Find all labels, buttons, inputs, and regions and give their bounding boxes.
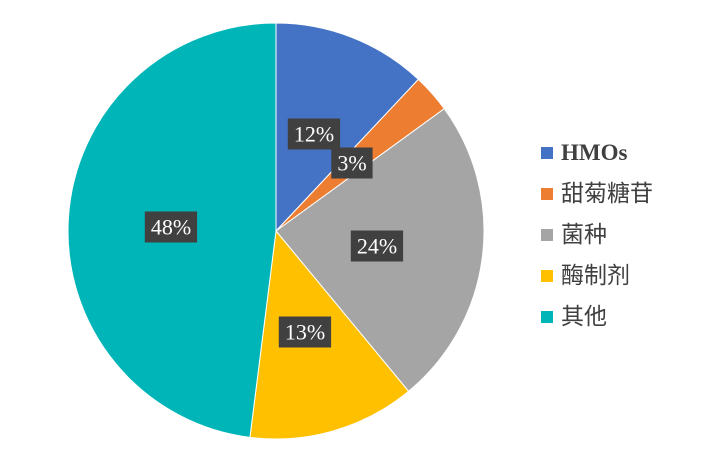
legend-label-probiotic-strains: 菌种: [561, 222, 607, 247]
legend-swatch-probiotic-strains: [541, 228, 553, 241]
data-label-enzymes-box: [278, 316, 332, 348]
data-label-stevioside-box: [331, 147, 373, 179]
data-label-enzymes-text: 13%: [285, 320, 325, 345]
slice-hmos: [275, 22, 420, 233]
data-label-probiotic-strains: 24%: [350, 230, 404, 262]
legend-item-probiotic-strains: 菌种: [541, 214, 691, 255]
data-label-hmos-text: 12%: [294, 122, 334, 147]
legend-label-others: 其他: [561, 304, 607, 329]
pie-slices: [67, 22, 485, 440]
data-label-enzymes: 13%: [278, 316, 332, 348]
legend-label-hmos: HMOs: [561, 140, 628, 165]
data-label-stevioside-text: 3%: [337, 151, 366, 176]
data-label-others-box: [144, 211, 198, 243]
legend: HMOs 甜菊糖苷 菌种 酶制剂 其他: [541, 132, 691, 337]
data-label-probiotic-strains-text: 24%: [357, 234, 397, 259]
legend-swatch-enzymes: [541, 269, 553, 282]
legend-swatch-others: [541, 310, 553, 323]
pie-data-labels: 12%3% 24% 13% 48%: [144, 118, 404, 348]
data-label-others-text: 48%: [151, 215, 191, 240]
legend-item-enzymes: 酶制剂: [541, 255, 691, 296]
legend-item-others: 其他: [541, 296, 691, 337]
data-label-probiotic-strains-box: [350, 230, 404, 262]
legend-swatch-hmos: [541, 146, 553, 159]
data-label-hmos-box: [287, 118, 341, 150]
legend-label-enzymes: 酶制剂: [561, 263, 630, 288]
legend-swatch-stevioside: [541, 187, 553, 200]
data-label-others: 48%: [144, 211, 198, 243]
legend-label-stevioside: 甜菊糖苷: [561, 181, 653, 206]
legend-item-stevioside: 甜菊糖苷: [541, 173, 691, 214]
data-label-stevioside: 3%: [331, 147, 373, 179]
data-label-hmos: 12%: [287, 118, 341, 150]
legend-item-hmos: HMOs: [541, 132, 691, 173]
